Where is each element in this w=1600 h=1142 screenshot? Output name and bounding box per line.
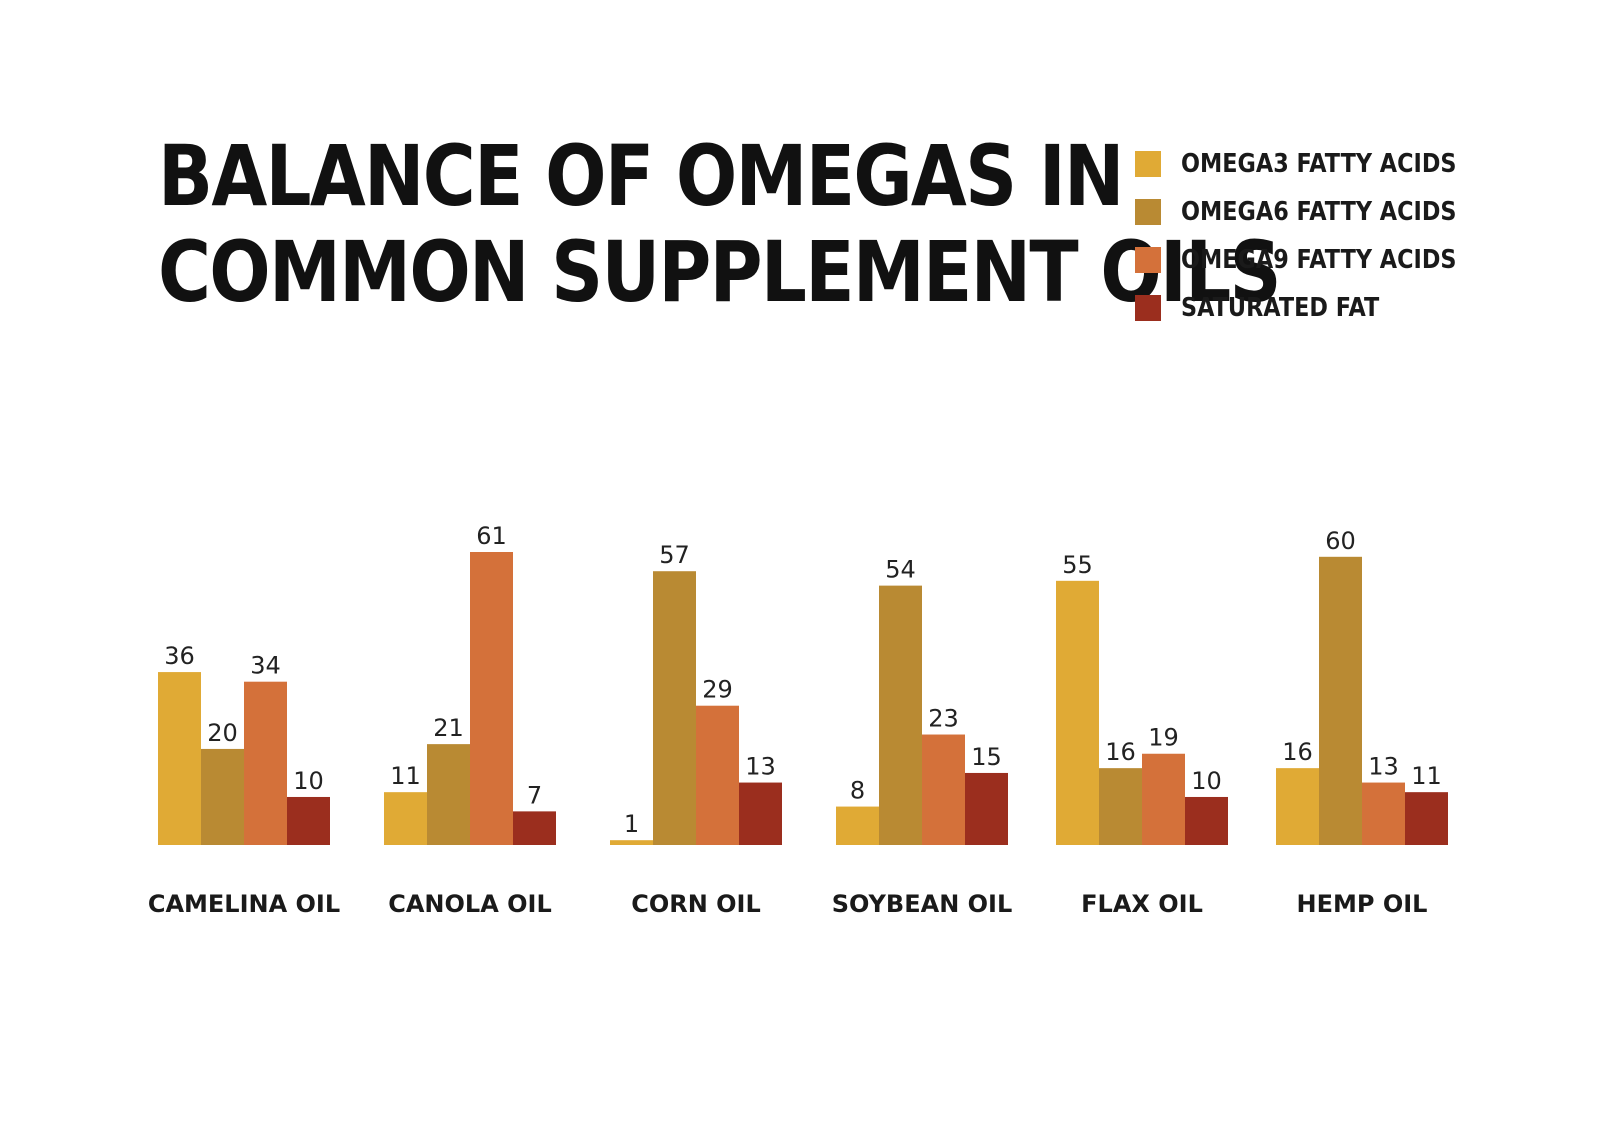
bar-saturated-fat-6: [1405, 792, 1448, 845]
bar-omega3-4: [836, 806, 879, 845]
value-label-omega3-4: 8: [850, 777, 865, 805]
bar-omega9-6: [1362, 782, 1405, 845]
legend-swatch-omega9: [1135, 247, 1161, 273]
legend-swatch-omega6: [1135, 199, 1161, 225]
value-label-omega6-3: 57: [659, 541, 690, 569]
bar-saturated-fat-3: [739, 782, 782, 845]
legend-item-saturated-fat: SATURATED FAT: [1135, 284, 1501, 332]
value-label-omega6-2: 21: [433, 714, 464, 742]
legend-swatch-saturated-fat: [1135, 295, 1161, 321]
value-label-omega9-3: 29: [702, 676, 733, 704]
value-label-omega6-6: 60: [1325, 527, 1356, 555]
category-label-4: SOYBEAN OIL: [832, 890, 1013, 918]
category-label-5: FLAX OIL: [1081, 890, 1203, 918]
category-label-6: HEMP OIL: [1297, 890, 1428, 918]
category-label-1: CAMELINA OIL: [148, 890, 340, 918]
value-label-saturated-fat-4: 15: [971, 743, 1002, 771]
value-label-omega6-5: 16: [1105, 738, 1136, 766]
bar-omega9-1: [244, 681, 287, 845]
value-label-omega6-4: 54: [885, 556, 916, 584]
bar-omega9-5: [1142, 753, 1185, 845]
value-label-omega3-3: 1: [624, 810, 639, 838]
value-label-omega9-1: 34: [250, 652, 281, 680]
value-label-omega9-4: 23: [928, 705, 959, 733]
legend-item-omega3: OMEGA3 FATTY ACIDS: [1135, 140, 1501, 188]
bar-saturated-fat-4: [965, 772, 1008, 845]
value-label-saturated-fat-3: 13: [745, 753, 776, 781]
bar-saturated-fat-2: [513, 811, 556, 845]
bar-omega3-5: [1056, 580, 1099, 845]
legend-item-omega9: OMEGA9 FATTY ACIDS: [1135, 236, 1501, 284]
bar-omega9-3: [696, 705, 739, 845]
bar-omega6-6: [1319, 556, 1362, 845]
bar-omega6-5: [1099, 768, 1142, 845]
legend-label-omega6: OMEGA6 FATTY ACIDS: [1181, 197, 1457, 227]
value-label-omega6-1: 20: [207, 719, 238, 747]
value-label-saturated-fat-2: 7: [527, 781, 542, 809]
chart-legend: OMEGA3 FATTY ACIDS OMEGA6 FATTY ACIDS OM…: [1135, 140, 1501, 332]
legend-label-saturated-fat: SATURATED FAT: [1181, 293, 1380, 323]
bar-omega3-3: [610, 840, 653, 845]
value-label-omega3-6: 16: [1282, 738, 1313, 766]
legend-swatch-omega3: [1135, 151, 1161, 177]
category-label-2: CANOLA OIL: [388, 890, 552, 918]
bar-omega6-2: [427, 744, 470, 845]
category-label-3: CORN OIL: [631, 890, 761, 918]
value-label-omega3-5: 55: [1062, 551, 1093, 579]
bar-omega6-3: [653, 571, 696, 845]
value-label-omega3-1: 36: [164, 642, 195, 670]
value-label-omega9-2: 61: [476, 522, 507, 550]
bar-omega9-4: [922, 734, 965, 845]
value-label-omega9-6: 13: [1368, 753, 1399, 781]
legend-label-omega9: OMEGA9 FATTY ACIDS: [1181, 245, 1457, 275]
value-label-saturated-fat-1: 10: [293, 767, 324, 795]
value-label-saturated-fat-5: 10: [1191, 767, 1222, 795]
bar-omega6-1: [201, 748, 244, 845]
bar-omega3-2: [384, 792, 427, 845]
value-label-saturated-fat-6: 11: [1411, 762, 1442, 790]
bar-omega3-6: [1276, 768, 1319, 845]
bar-omega9-2: [470, 552, 513, 845]
legend-label-omega3: OMEGA3 FATTY ACIDS: [1181, 149, 1457, 179]
value-label-omega3-2: 11: [390, 762, 421, 790]
bar-saturated-fat-1: [287, 796, 330, 845]
bar-omega6-4: [879, 585, 922, 845]
bar-saturated-fat-5: [1185, 796, 1228, 845]
bar-omega3-1: [158, 672, 201, 845]
legend-item-omega6: OMEGA6 FATTY ACIDS: [1135, 188, 1501, 236]
value-label-omega9-5: 19: [1148, 724, 1179, 752]
